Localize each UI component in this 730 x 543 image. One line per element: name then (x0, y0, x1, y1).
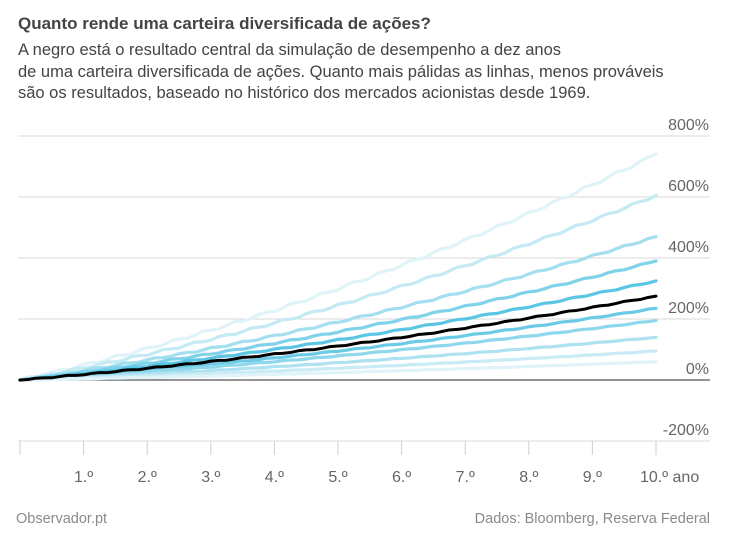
chart-title: Quanto rende uma carteira diversificada … (18, 14, 431, 33)
series-layer (18, 152, 658, 382)
y-tick-label: 800% (668, 117, 709, 134)
percentile-line (18, 235, 658, 382)
x-tick-label: 2.º (138, 469, 157, 486)
chart-subtitle: A negro está o resultado central da simu… (18, 40, 718, 105)
percentile-line (18, 193, 658, 382)
percentile-line (18, 259, 658, 382)
x-tick-label: 4.º (265, 469, 284, 486)
label-layer: -200% 0% 200% 400% 600% 800% 1.º 2.º 3.º 4.º 5.º 6.… (74, 117, 709, 486)
x-tick-label: 5.º (328, 469, 347, 486)
percentile-line (18, 360, 658, 382)
y-tick-label: -200% (663, 422, 709, 439)
percentile-line (18, 152, 658, 382)
x-tick-label: 3.º (201, 469, 220, 486)
y-tick-label: 400% (668, 239, 709, 256)
x-tick-label: 8.º (519, 469, 538, 486)
x-tick-label: 6.º (392, 469, 411, 486)
subtitle-line-3: são os resultados, baseado no histórico … (18, 84, 591, 102)
subtitle-line-2: de uma carteira diversificada de ações. … (18, 62, 664, 81)
percentile-line (18, 335, 658, 382)
median-line (18, 294, 658, 382)
x-tick-label: 7.º (456, 469, 475, 486)
grid-layer (18, 135, 710, 442)
percentile-line (18, 279, 658, 382)
percentile-line (18, 306, 658, 382)
subtitle-line-1: A negro está o resultado central da simu… (18, 41, 562, 59)
x-tick-label: 10.º ano (640, 469, 699, 486)
y-tick-label: 0% (686, 361, 709, 378)
footer-brand: Observador.pt (16, 511, 108, 527)
x-tick-label: 9.º (583, 469, 602, 486)
y-tick-label: 600% (668, 178, 709, 195)
x-tick-label: 1.º (74, 469, 93, 486)
axis-layer (19, 441, 657, 455)
y-tick-label: 200% (668, 300, 709, 317)
footer-source: Dados: Bloomberg, Reserva Federal (474, 511, 710, 527)
